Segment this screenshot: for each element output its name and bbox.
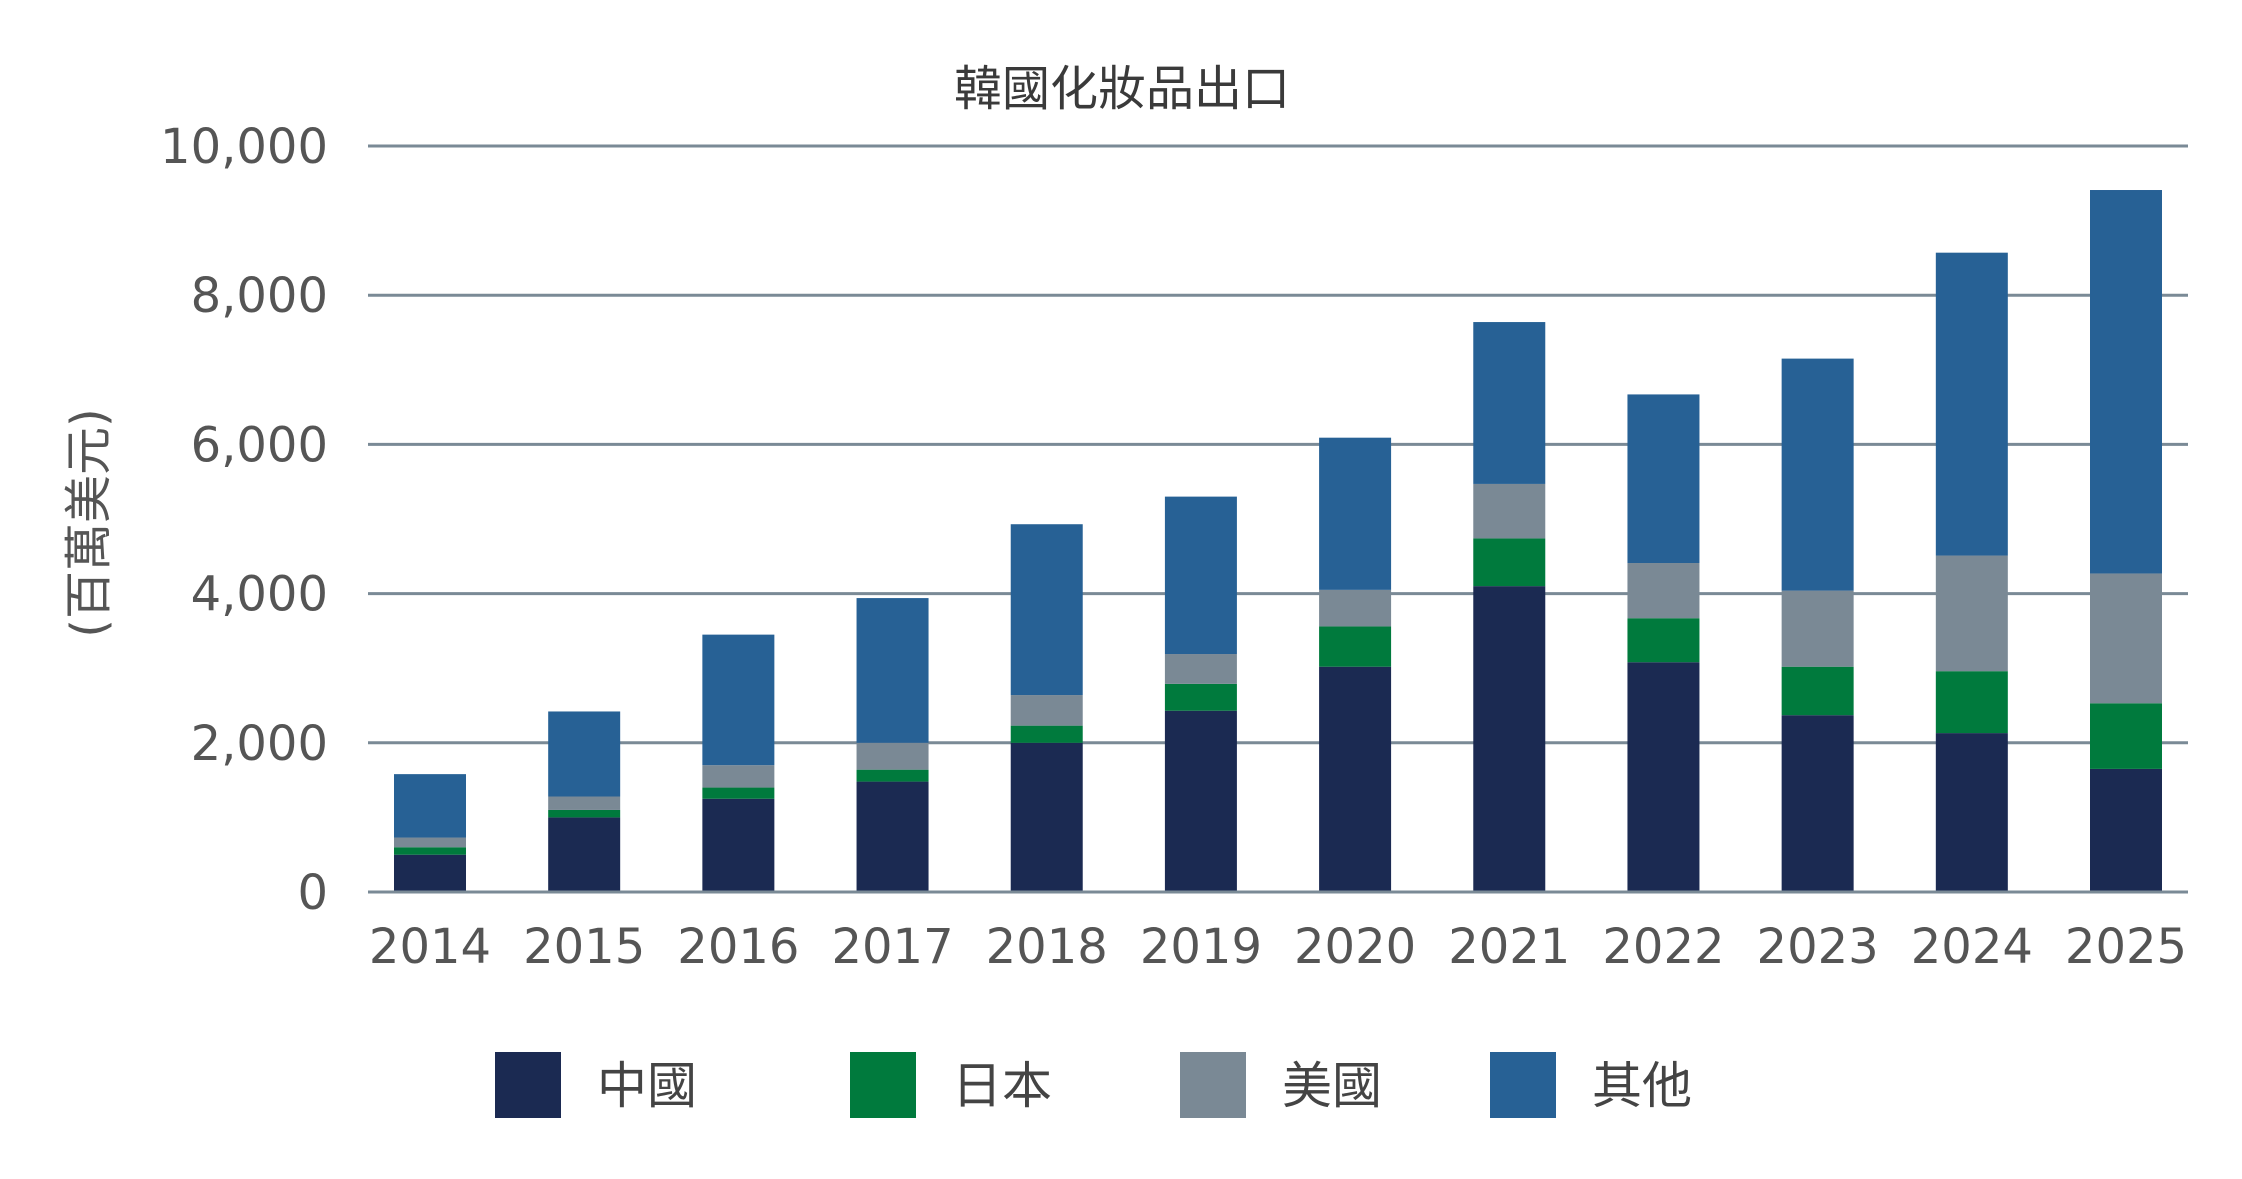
- bar-segment: [1010, 524, 1083, 696]
- x-axis-ticks: 2014 2015 2016 2017 2018 2019 2020 2021 2022 2023…: [369, 919, 2187, 975]
- bar-stack: [1627, 394, 1700, 892]
- legend-item: 日本: [850, 1052, 1052, 1118]
- bar-segment: [1935, 555, 2008, 672]
- x-tick-label: 2020: [1294, 919, 1416, 975]
- x-tick-label: 2021: [1448, 919, 1570, 975]
- bar-stack: [1473, 322, 1546, 892]
- bar-segment: [1164, 683, 1237, 711]
- legend-label: 美國: [1282, 1057, 1382, 1115]
- y-axis-label: (百萬美元): [61, 408, 117, 637]
- legend-swatch: [1490, 1052, 1556, 1118]
- bar-segment: [1164, 654, 1237, 684]
- bar-segment: [1473, 322, 1546, 484]
- y-tick-label: 4,000: [191, 567, 328, 623]
- bar-segment: [548, 796, 621, 810]
- bar-segment: [1010, 725, 1083, 743]
- bar-segment: [1627, 618, 1700, 663]
- y-axis-ticks: 0 2,000 4,000 6,000 8,000 10,000: [160, 119, 328, 921]
- bar-stack: [1935, 252, 2008, 892]
- legend-label: 其他: [1592, 1057, 1692, 1115]
- bar-segment: [1935, 252, 2008, 556]
- bar-segment: [548, 809, 621, 818]
- bar-segment: [394, 837, 466, 848]
- bar-segment: [702, 787, 775, 799]
- legend-label: 日本: [952, 1057, 1052, 1115]
- bar-segment: [1319, 626, 1392, 667]
- bar-segment: [856, 598, 929, 743]
- bar-segment: [1319, 437, 1392, 590]
- bar-segment: [2090, 768, 2162, 892]
- bar-segment: [1164, 496, 1237, 655]
- bar-stack: [856, 598, 929, 892]
- legend-label: 中國: [597, 1057, 697, 1115]
- bar-segment: [548, 817, 621, 892]
- chart-title: 韓國化妝品出口: [954, 61, 1290, 117]
- bars: [394, 190, 2162, 892]
- x-tick-label: 2019: [1140, 919, 1262, 975]
- bar-segment: [856, 742, 929, 770]
- bar-segment: [1164, 710, 1237, 892]
- x-tick-label: 2022: [1602, 919, 1724, 975]
- y-tick-label: 2,000: [191, 716, 328, 772]
- bar-segment: [1781, 590, 1854, 667]
- bar-segment: [1781, 715, 1854, 892]
- bar-segment: [702, 798, 775, 892]
- y-tick-label: 6,000: [191, 417, 328, 473]
- legend-swatch: [495, 1052, 561, 1118]
- bar-segment: [856, 781, 929, 892]
- bar-segment: [1781, 666, 1854, 716]
- bar-segment: [2090, 190, 2162, 574]
- x-tick-label: 2018: [986, 919, 1108, 975]
- y-tick-label: 10,000: [160, 119, 328, 175]
- bar-stack: [548, 711, 621, 892]
- bar-segment: [702, 634, 775, 766]
- bar-segment: [1627, 394, 1700, 564]
- bar-stack: [1319, 437, 1392, 892]
- bar-stack: [1781, 358, 1854, 892]
- bar-stack: [1164, 496, 1237, 892]
- bar-segment: [1627, 563, 1700, 619]
- bar-segment: [548, 711, 621, 797]
- bar-segment: [2090, 573, 2162, 704]
- legend-item: 其他: [1490, 1052, 1692, 1118]
- x-tick-label: 2023: [1757, 919, 1879, 975]
- bar-segment: [1473, 538, 1546, 587]
- bar-segment: [856, 769, 929, 782]
- bar-stack: [1010, 524, 1083, 892]
- bar-stack: [2090, 190, 2162, 892]
- legend: 中國 日本 美國 其他: [495, 1052, 1692, 1118]
- legend-item: 美國: [1180, 1052, 1382, 1118]
- bar-segment: [2090, 703, 2162, 769]
- bar-stack: [702, 634, 775, 892]
- bar-segment: [1473, 586, 1546, 892]
- bar-segment: [1319, 666, 1392, 892]
- bar-segment: [1319, 589, 1392, 627]
- legend-item: 中國: [495, 1052, 697, 1118]
- bar-segment: [1627, 662, 1700, 892]
- y-tick-label: 8,000: [191, 268, 328, 324]
- bar-segment: [1935, 733, 2008, 892]
- x-tick-label: 2017: [831, 919, 953, 975]
- x-tick-label: 2016: [677, 919, 799, 975]
- bar-segment: [394, 847, 466, 855]
- y-tick-label: 0: [297, 865, 328, 921]
- x-tick-label: 2024: [1911, 919, 2033, 975]
- bar-segment: [1010, 742, 1083, 892]
- bar-segment: [702, 765, 775, 788]
- gridlines: [368, 144, 2188, 745]
- bar-segment: [1781, 358, 1854, 591]
- bar-segment: [394, 774, 466, 838]
- bar-segment: [394, 854, 466, 892]
- legend-swatch: [850, 1052, 916, 1118]
- x-tick-label: 2014: [369, 919, 491, 975]
- x-tick-label: 2015: [523, 919, 645, 975]
- bar-segment: [1473, 483, 1546, 539]
- bar-segment: [1935, 671, 2008, 734]
- bar-segment: [1010, 695, 1083, 726]
- legend-swatch: [1180, 1052, 1246, 1118]
- bar-stack: [394, 774, 466, 892]
- x-tick-label: 2025: [2065, 919, 2187, 975]
